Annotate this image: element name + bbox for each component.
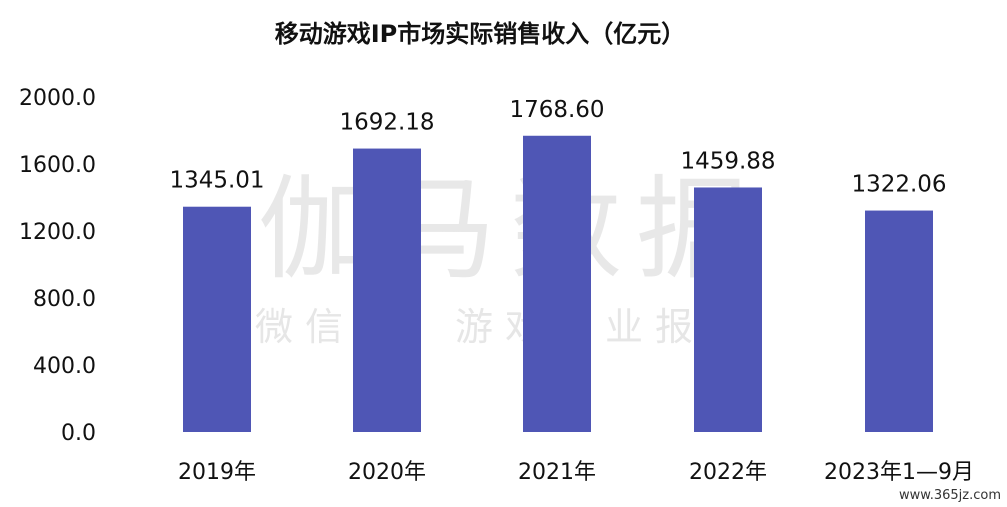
y-tick-label: 0.0 [61, 421, 96, 446]
site-watermark: www.365jz.com [899, 488, 1001, 503]
y-axis-ticks: 0.0 400.0 800.0 1200.0 1600.0 2000.0 [19, 86, 96, 446]
bars [183, 135, 933, 432]
bar-value-label: 1768.60 [509, 97, 604, 123]
y-tick-label: 1200.0 [19, 220, 96, 245]
bar [694, 187, 762, 432]
bar [865, 210, 933, 432]
x-tick-label: 2021年 [518, 460, 596, 485]
y-tick-label: 800.0 [33, 287, 96, 312]
x-tick-label: 2020年 [348, 460, 426, 485]
y-tick-label: 2000.0 [19, 86, 96, 111]
data-labels: 1345.01 1692.18 1768.60 1459.88 1322.06 [169, 97, 946, 198]
bar [523, 135, 591, 432]
bar-value-label: 1322.06 [851, 172, 946, 198]
bar-value-label: 1459.88 [680, 148, 775, 174]
x-tick-label: 2022年 [689, 460, 767, 485]
bar-value-label: 1345.01 [169, 168, 264, 194]
watermark-main: 伽马数据 [258, 165, 762, 295]
bar [353, 148, 421, 432]
bar [183, 206, 251, 432]
y-tick-label: 1600.0 [19, 153, 96, 178]
x-axis-ticks: 2019年 2020年 2021年 2022年 2023年1—9月 [178, 460, 974, 485]
chart-title: 移动游戏IP市场实际销售收入（亿元） [275, 20, 686, 48]
x-tick-label: 2019年 [178, 460, 256, 485]
bar-value-label: 1692.18 [339, 110, 434, 136]
y-tick-label: 400.0 [33, 354, 96, 379]
watermark-sub: 微信号：游戏产业报告 [255, 305, 755, 349]
x-tick-label: 2023年1—9月 [824, 460, 974, 485]
